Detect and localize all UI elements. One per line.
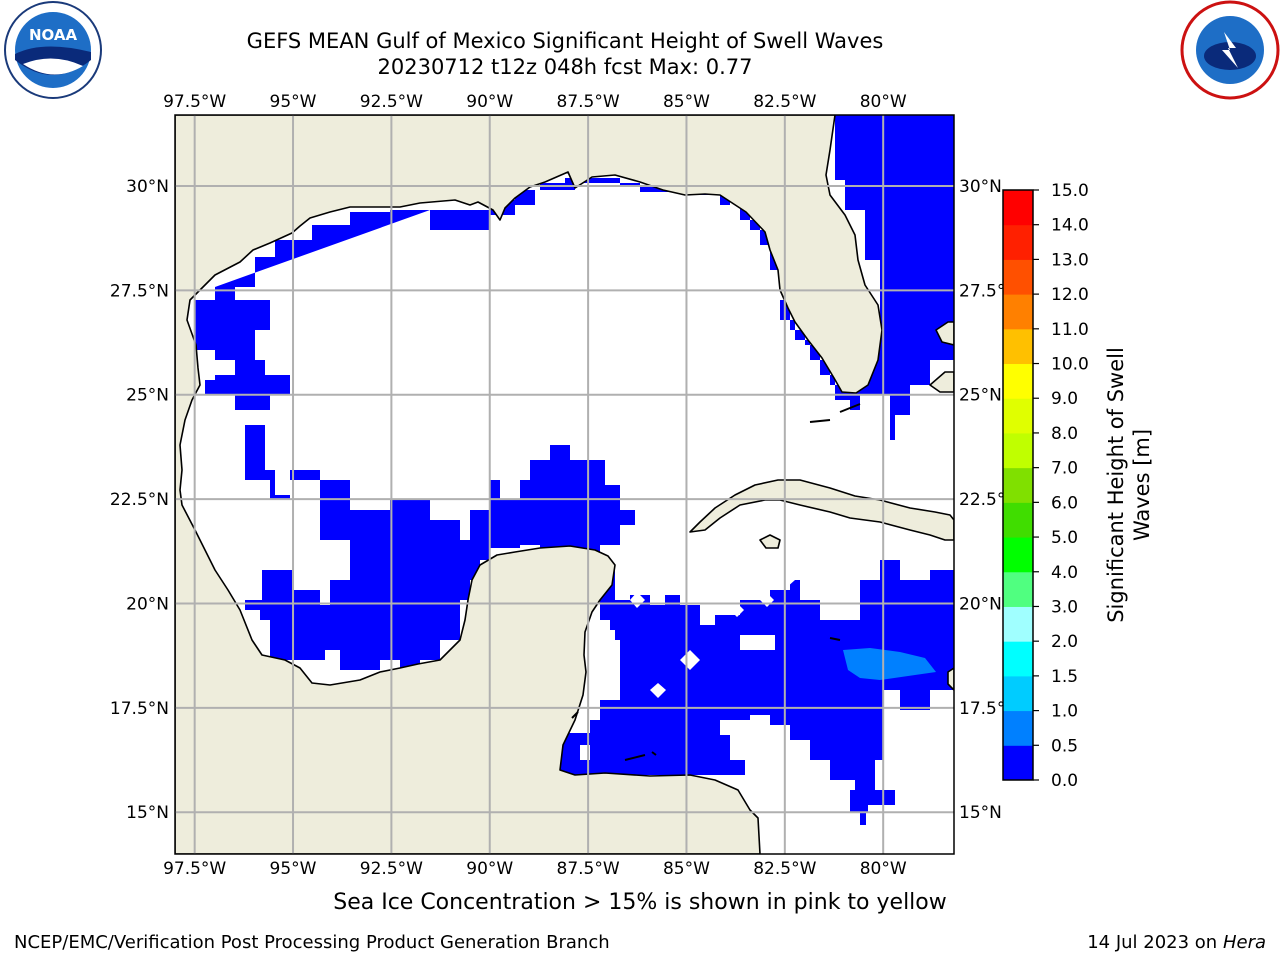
colorbar-segment [1003,606,1033,642]
colorbar-tick-label: 1.0 [1051,702,1078,722]
footer-credit: NCEP/EMC/Verification Post Processing Pr… [14,932,610,953]
colorbar-tick-label: 6.0 [1051,493,1078,513]
national-weather-service-logo [1180,0,1280,100]
colorbar-tick-label: 4.0 [1051,563,1078,583]
colorbar-segment [1003,398,1033,434]
colorbar-segment [1003,294,1033,330]
lon-tick-label-bottom: 97.5°W [163,859,226,879]
lat-tick-label-left: 17.5°N [110,699,169,719]
small-islands [571,403,861,761]
colorbar-segment [1003,363,1033,399]
lat-tick-label-left: 20°N [126,594,169,614]
colorbar-segment [1003,675,1033,712]
lon-tick-label-top: 92.5°W [360,92,423,112]
lon-tick-label-bottom: 82.5°W [753,859,816,879]
colorbar-tick-label: 2.0 [1051,632,1078,652]
colorbar-tick-label: 12.0 [1051,285,1089,305]
colorbar-tick-label: 15.0 [1051,181,1089,201]
lat-tick-label-left: 22.5°N [110,490,169,510]
colorbar-tick-label: 13.0 [1051,250,1089,270]
colorbar-title-line1: Significant Height of Swell [1104,347,1128,623]
lon-tick-label-bottom: 80°W [860,859,907,879]
lat-tick-label-right: 30°N [959,177,1002,197]
lon-tick-label-bottom: 87.5°W [557,859,620,879]
colorbar-tick-label: 0.0 [1051,771,1078,791]
lat-tick-label-left: 25°N [126,386,169,406]
colorbar-tick-label: 0.5 [1051,736,1078,756]
north-america-coast [175,115,883,854]
noaa-logo: NOAA [4,1,102,99]
lon-tick-label-top: 95°W [270,92,317,112]
footer-date-text: 14 Jul 2023 on [1087,932,1223,953]
lon-tick-label-bottom: 92.5°W [360,859,423,879]
colorbar-segment [1003,224,1033,260]
colorbar-frame [1002,189,1034,781]
colorbar-segment [1003,328,1033,365]
lon-tick-label-top: 85°W [663,92,710,112]
graticule [175,115,954,854]
colorbar-segment [1003,710,1033,746]
colorbar-tick-label: 8.0 [1051,424,1078,444]
bahamas [935,321,954,346]
lat-tick-label-right: 20°N [959,594,1002,614]
colorbar-tick-label: 7.0 [1051,459,1078,479]
colorbar-segment [1003,641,1033,677]
colorbar-segment [1003,571,1033,607]
bahamas-2 [929,371,954,393]
colorbar-tick-label: 9.0 [1051,389,1078,409]
lon-tick-label-top: 87.5°W [557,92,620,112]
colorbar-title: Significant Height of Swell Waves [m] [1104,347,1154,623]
chart-title: GEFS MEAN Gulf of Mexico Significant Hei… [246,29,884,53]
lon-tick-label-bottom: 90°W [466,859,513,879]
colorbar-tick-label: 14.0 [1051,216,1089,236]
colorbar-segment [1003,502,1033,538]
footer-machine: Hera [1222,932,1266,953]
hispaniola [947,667,954,691]
colorbar-segment [1003,432,1033,469]
chart-subtitle: 20230712 t12z 048h fcst Max: 0.77 [377,55,753,79]
lat-tick-label-right: 15°N [959,803,1002,823]
colorbar-segment [1003,259,1033,295]
footer-date: 14 Jul 2023 on Hera [1087,932,1266,953]
colorbar-tick-label: 10.0 [1051,355,1089,375]
colorbar-tick-label: 5.0 [1051,528,1078,548]
colorbar-segment [1003,745,1033,781]
lon-tick-label-top: 82.5°W [753,92,816,112]
lon-tick-label-top: 90°W [466,92,513,112]
colorbar-segment [1003,190,1033,226]
lon-tick-label-top: 80°W [860,92,907,112]
colorbar-tick-label: 11.0 [1051,320,1089,340]
colorbar-title-line2: Waves [m] [1130,429,1154,541]
lon-tick-label-top: 97.5°W [163,92,226,112]
swell-gaps [215,360,812,760]
lat-tick-label-left: 30°N [126,177,169,197]
noaa-logo-text: NOAA [29,26,78,44]
lat-tick-label-left: 27.5°N [110,281,169,301]
lon-tick-label-bottom: 85°W [663,859,710,879]
lon-tick-label-bottom: 95°W [270,859,317,879]
colorbar: 0.0 0.5 1.0 1.5 2.0 3.0 4.0 5.0 6.0 7.0 8.0 9.0 10.0… [1002,181,1154,791]
colorbar-segment [1003,537,1033,573]
isle-of-youth [759,534,781,549]
colorbar-segment [1003,467,1033,503]
lat-tick-label-left: 15°N [126,803,169,823]
map-frame [174,114,955,855]
colorbar-tick-label: 3.0 [1051,597,1078,617]
sea-ice-note: Sea Ice Concentration > 15% is shown in … [333,890,947,915]
colorbar-tick-label: 1.5 [1051,667,1078,687]
lat-tick-label-right: 25°N [959,386,1002,406]
